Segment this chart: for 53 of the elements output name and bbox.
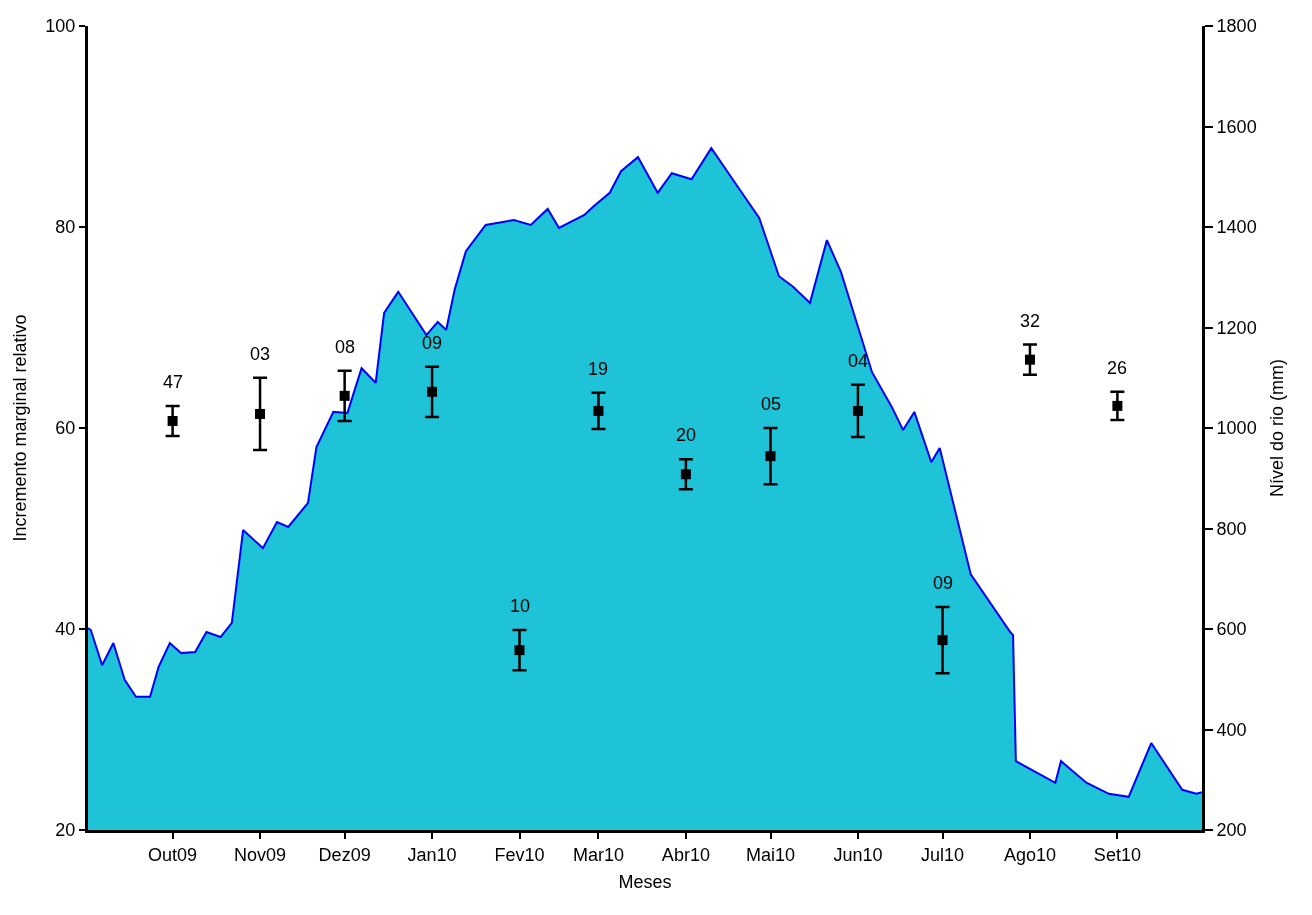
point — [765, 451, 776, 462]
point — [593, 405, 604, 416]
point — [937, 635, 948, 646]
annotation: 26 — [1107, 358, 1128, 378]
y2-tick-label: 1400 — [1216, 217, 1257, 238]
point — [1024, 354, 1035, 365]
point — [339, 390, 350, 401]
x-tick-label: Set10 — [1093, 844, 1141, 865]
x-tick-label: Jan10 — [407, 844, 457, 865]
annotation: 08 — [335, 337, 356, 357]
x-tick-label: Out09 — [148, 844, 198, 865]
y2-tick-label: 1800 — [1216, 16, 1257, 37]
point — [1112, 400, 1123, 411]
x-tick-label: Ago10 — [1003, 844, 1056, 865]
point — [680, 469, 691, 480]
y2-tick-label: 1200 — [1216, 317, 1257, 338]
x-tick-label: Jul10 — [921, 844, 965, 865]
x-tick-label: Mar10 — [572, 844, 624, 865]
y-tick-label: 20 — [55, 820, 76, 841]
x-tick-label: Dez09 — [318, 844, 371, 865]
y-tick-label: 80 — [55, 217, 76, 238]
y-tick-label: 60 — [55, 418, 76, 439]
y2-tick-label: 200 — [1216, 820, 1247, 841]
y-tick-label: 40 — [55, 619, 76, 640]
point — [427, 386, 438, 397]
y2-tick-label: 400 — [1216, 719, 1247, 740]
annotation: 19 — [588, 359, 609, 379]
annotation: 32 — [1020, 311, 1041, 331]
y2-tick-label: 1600 — [1216, 116, 1257, 137]
y2-axis-title: Nível do rio (mm) — [1266, 358, 1287, 498]
annotation: 47 — [163, 372, 184, 392]
x-axis-title: Meses — [618, 871, 672, 892]
x-tick-label: Mai10 — [745, 844, 796, 865]
point — [852, 405, 863, 416]
annotation: 20 — [676, 425, 697, 445]
y2-tick-label: 800 — [1216, 518, 1247, 539]
annotation: 04 — [848, 351, 869, 371]
x-tick-label: Jun10 — [833, 844, 883, 865]
annotation: 03 — [250, 344, 271, 364]
y-tick-label: 100 — [45, 16, 76, 37]
y2-tick-label: 600 — [1216, 619, 1247, 640]
x-tick-label: Fev10 — [494, 844, 545, 865]
annotation: 09 — [933, 573, 954, 593]
annotation: 09 — [422, 333, 443, 353]
annotation: 05 — [761, 394, 782, 414]
point — [255, 408, 266, 419]
y-axis-title: Incremento marginal relativo — [9, 314, 30, 542]
x-tick-label: Abr10 — [661, 844, 710, 865]
point — [514, 645, 525, 656]
x-tick-label: Nov09 — [234, 844, 287, 865]
y2-tick-label: 1000 — [1216, 418, 1257, 439]
annotation: 10 — [510, 596, 531, 616]
point — [167, 415, 178, 426]
